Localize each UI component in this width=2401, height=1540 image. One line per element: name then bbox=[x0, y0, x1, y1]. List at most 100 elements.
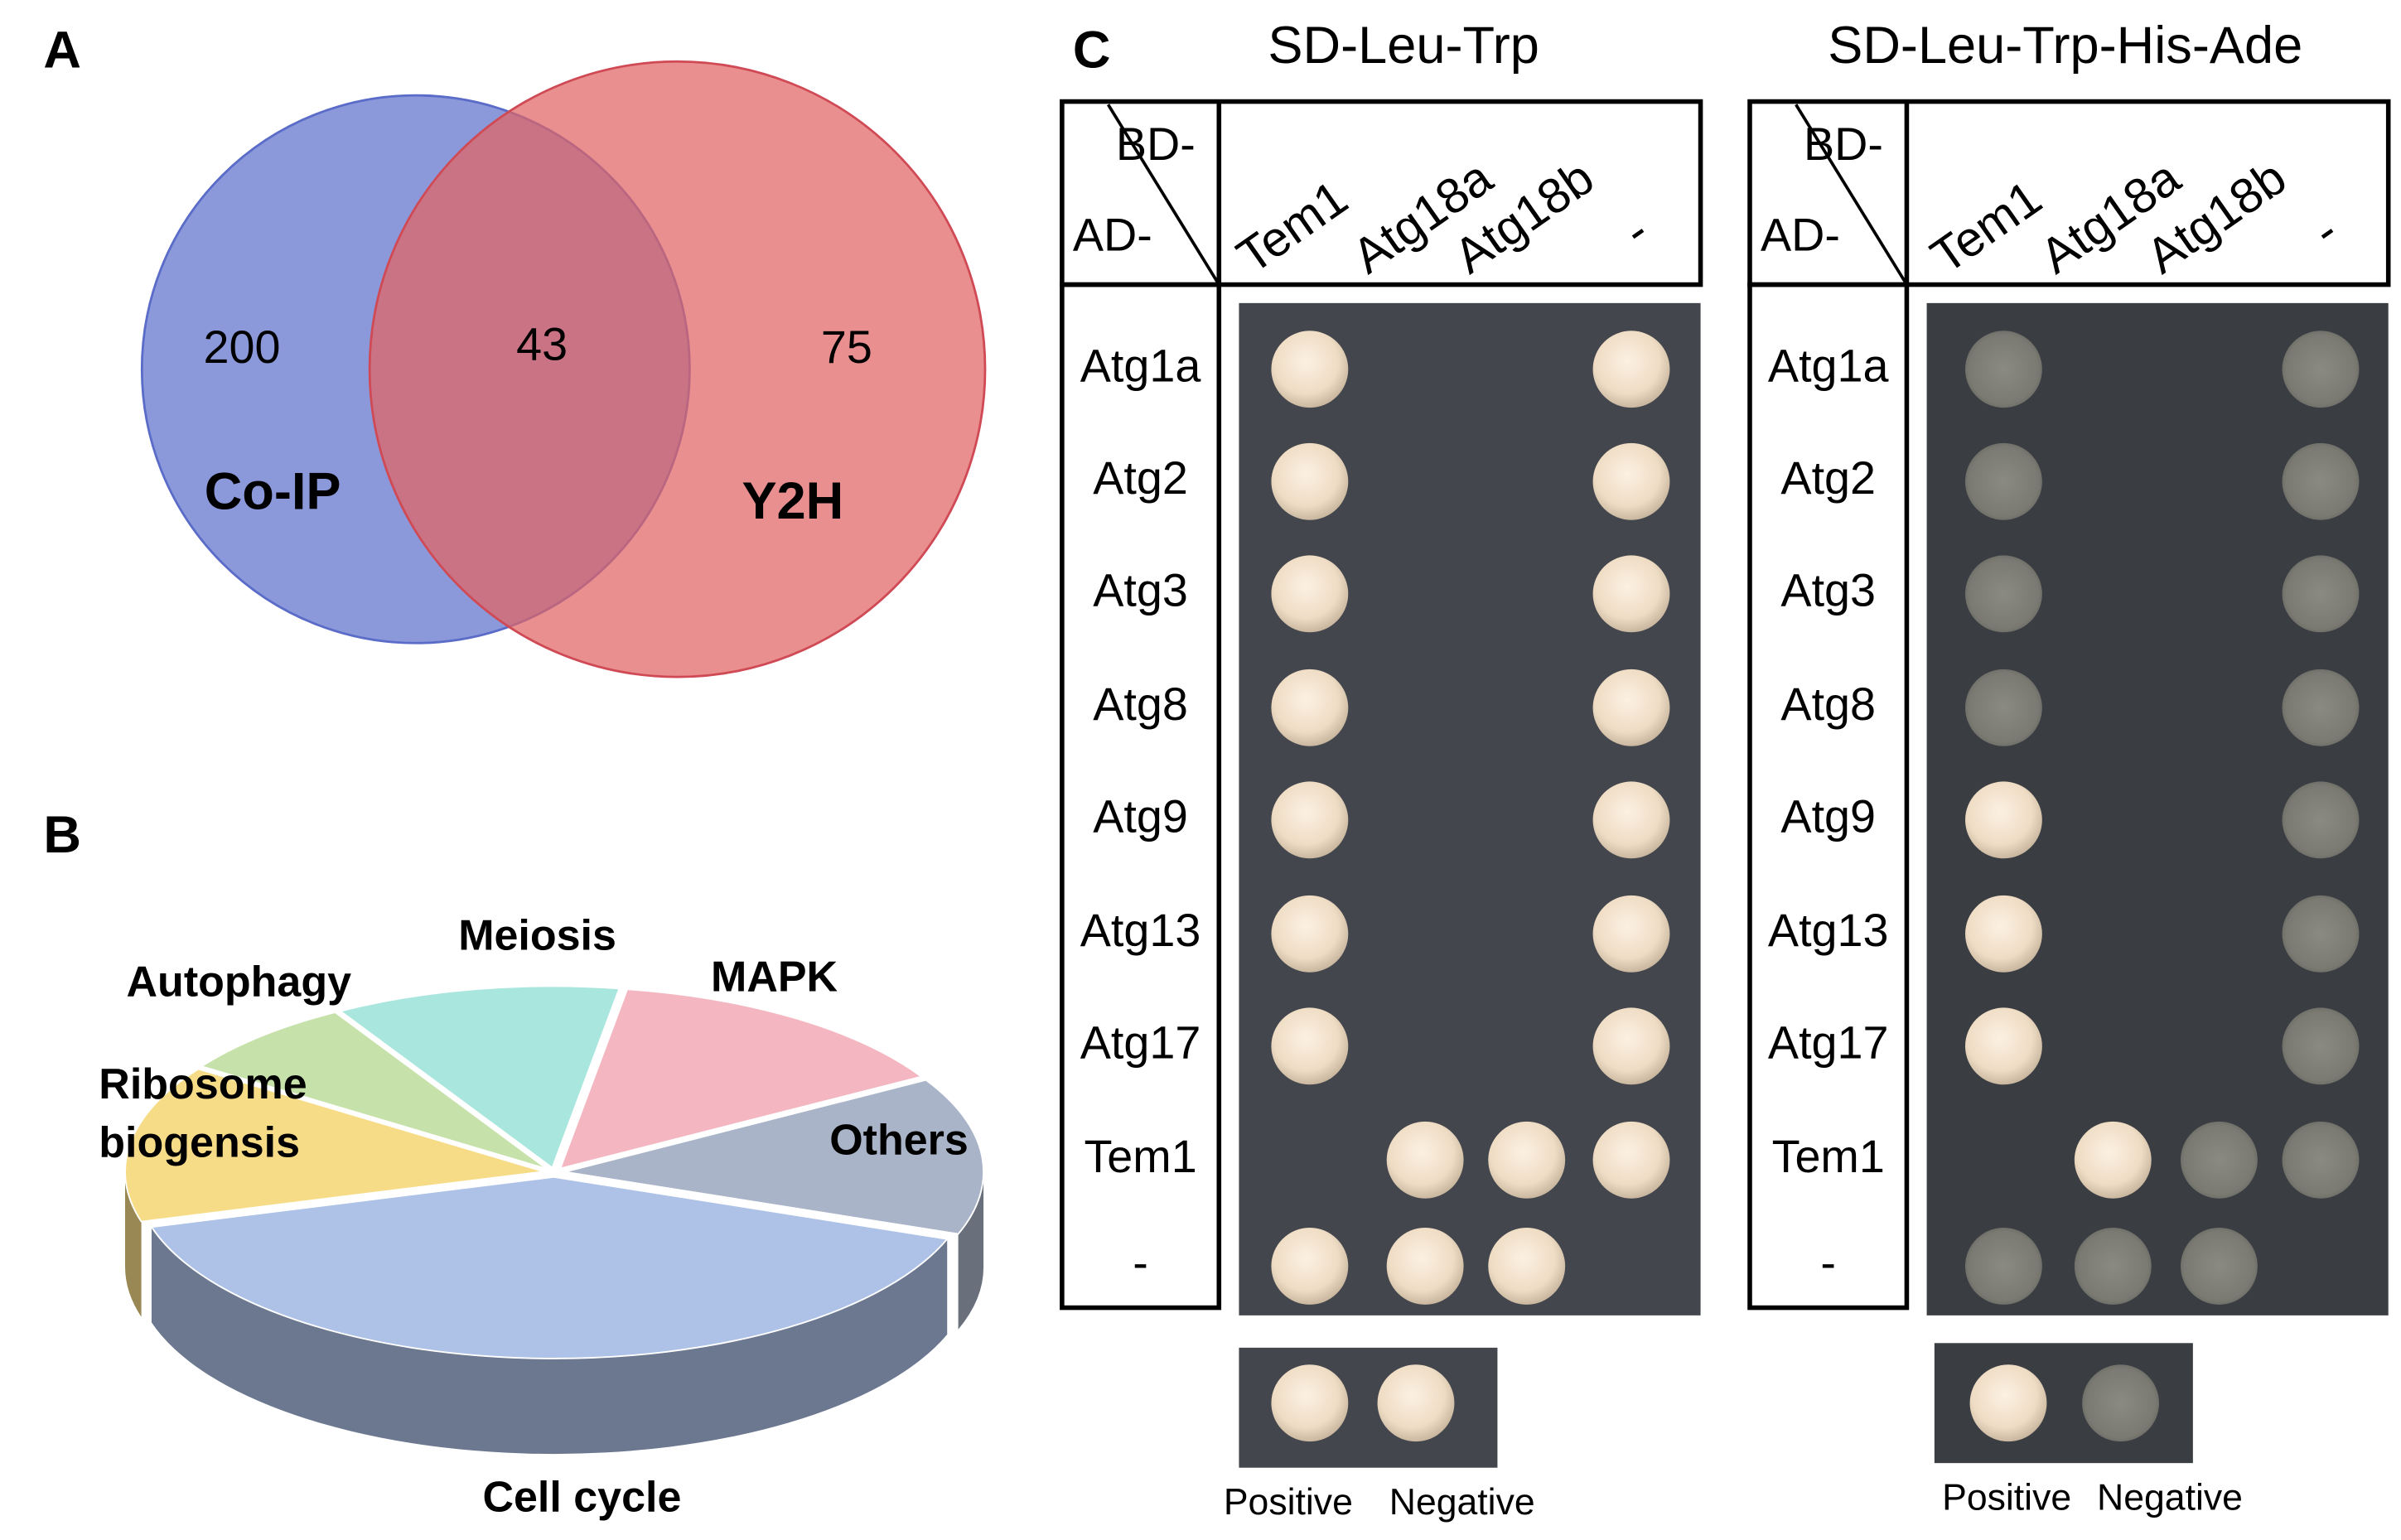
colony bbox=[1592, 555, 1670, 633]
slice-label: Cell cycle bbox=[482, 1473, 681, 1521]
colony bbox=[1386, 1228, 1464, 1305]
colony bbox=[1271, 442, 1349, 520]
colony bbox=[1271, 1364, 1349, 1442]
row-label-box bbox=[1747, 282, 1910, 1311]
control-label: Negative bbox=[1389, 1482, 1535, 1523]
colony bbox=[1592, 1007, 1670, 1085]
colony bbox=[2074, 1228, 2152, 1305]
row-label-box bbox=[1060, 282, 1222, 1311]
row-header: AD- bbox=[1761, 210, 1840, 261]
colony bbox=[1377, 1364, 1455, 1442]
colony bbox=[1965, 781, 2042, 859]
venn-count: 43 bbox=[516, 318, 568, 369]
row-label: Atg9 bbox=[1780, 791, 1876, 842]
colony bbox=[1592, 331, 1670, 408]
colony bbox=[2282, 442, 2360, 520]
header-diagonal bbox=[1106, 104, 1220, 286]
colony bbox=[2181, 1228, 2258, 1305]
slice-side bbox=[958, 1171, 984, 1330]
colony bbox=[1592, 442, 1670, 520]
colony bbox=[2282, 781, 2360, 859]
slice-side bbox=[125, 1171, 142, 1317]
column-header: BD- bbox=[1116, 118, 1196, 170]
row-label: Atg9 bbox=[1093, 791, 1188, 842]
column-label: - bbox=[2302, 203, 2348, 258]
plate-title: SD-Leu-Trp bbox=[1268, 17, 1539, 75]
plate-title: SD-Leu-Trp-His-Ade bbox=[1828, 17, 2302, 75]
colony bbox=[1271, 555, 1349, 633]
row-label: Atg1a bbox=[1080, 340, 1201, 391]
colony bbox=[2181, 1121, 2258, 1199]
colony bbox=[1271, 331, 1349, 408]
slice-label-box: Ribosome biogensis bbox=[99, 1060, 307, 1166]
column-label: Tem1 bbox=[1920, 170, 2051, 284]
row-label: Atg17 bbox=[1768, 1017, 1889, 1069]
slice bbox=[564, 1079, 984, 1235]
venn-count: 75 bbox=[821, 321, 872, 373]
colony bbox=[1592, 781, 1670, 859]
colony bbox=[1965, 895, 2042, 973]
row-label: Atg13 bbox=[1080, 905, 1201, 956]
colony bbox=[1271, 781, 1349, 859]
venn-count: 200 bbox=[204, 321, 281, 373]
colony bbox=[1965, 555, 2042, 633]
row-label: Tem1 bbox=[1084, 1131, 1196, 1182]
row-label: - bbox=[1820, 1237, 1836, 1288]
row-label: Atg3 bbox=[1780, 565, 1876, 616]
colony bbox=[2282, 895, 2360, 973]
row-label: Atg13 bbox=[1768, 905, 1889, 956]
colony bbox=[1965, 1007, 2042, 1085]
control-label: Negative bbox=[2097, 1477, 2243, 1518]
row-label: Tem1 bbox=[1772, 1131, 1885, 1182]
colony bbox=[1965, 1228, 2042, 1305]
colony bbox=[2282, 1121, 2360, 1199]
colony bbox=[1965, 669, 2042, 746]
colony bbox=[1969, 1364, 2047, 1442]
colony bbox=[1271, 895, 1349, 973]
colony bbox=[2074, 1121, 2152, 1199]
colony bbox=[2082, 1364, 2159, 1442]
column-header: BD- bbox=[1804, 118, 1883, 170]
row-label: - bbox=[1133, 1237, 1148, 1288]
colony bbox=[1488, 1121, 1566, 1199]
colony bbox=[2282, 1007, 2360, 1085]
row-label: Atg17 bbox=[1080, 1017, 1201, 1069]
control-label: Positive bbox=[1224, 1482, 1353, 1523]
row-label: Atg8 bbox=[1780, 678, 1876, 730]
colony bbox=[1592, 1121, 1670, 1199]
row-label: Atg3 bbox=[1093, 565, 1188, 616]
row-label: Atg8 bbox=[1093, 678, 1188, 730]
slice bbox=[124, 1068, 544, 1223]
slice bbox=[338, 985, 621, 1170]
venn-set bbox=[368, 60, 987, 678]
panel-label: A bbox=[43, 22, 81, 80]
colony bbox=[1592, 669, 1670, 746]
slice bbox=[150, 1176, 949, 1359]
colony bbox=[1592, 895, 1670, 973]
colony bbox=[1965, 331, 2042, 408]
colony bbox=[1386, 1121, 1464, 1199]
venn-set-name: Co-IP bbox=[205, 463, 341, 521]
row-label: Atg1a bbox=[1768, 340, 1889, 391]
table-header-box bbox=[1060, 99, 1703, 287]
control-label: Positive bbox=[1942, 1477, 2071, 1518]
colony bbox=[1965, 442, 2042, 520]
colony bbox=[1488, 1228, 1566, 1305]
slice-label: Ribosome biogensis bbox=[99, 1060, 307, 1166]
slice-label: Others bbox=[829, 1117, 969, 1165]
pie-chart bbox=[124, 985, 984, 1455]
row-label: Atg2 bbox=[1780, 452, 1876, 504]
colony bbox=[1271, 1007, 1349, 1085]
venn-set-name: Y2H bbox=[742, 472, 843, 530]
slice bbox=[200, 1011, 548, 1170]
header-diagonal bbox=[1795, 104, 1909, 286]
slice-side bbox=[151, 1227, 948, 1455]
panel-label: C bbox=[1073, 22, 1111, 80]
colony bbox=[2282, 669, 2360, 746]
column-label: - bbox=[1613, 203, 1659, 258]
slice-label: Autophagy bbox=[127, 958, 352, 1006]
colony bbox=[2282, 331, 2360, 408]
slice bbox=[558, 988, 924, 1170]
colony bbox=[2282, 555, 2360, 633]
